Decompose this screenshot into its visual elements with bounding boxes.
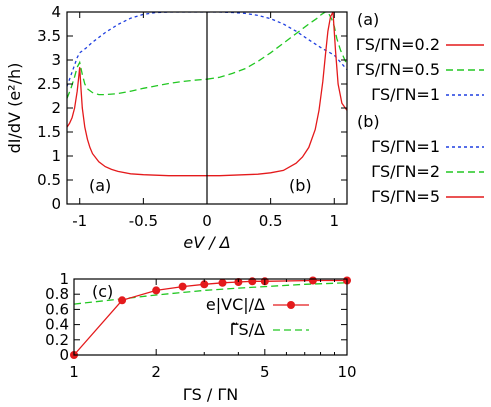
y-tick-label-c: 0: [59, 346, 69, 364]
vc-point: [178, 282, 187, 291]
x-tick-label: 1: [329, 212, 339, 230]
y-tick-label-c: 0.8: [45, 285, 69, 303]
y-tick-label: 2: [51, 99, 61, 117]
series-line-0: [67, 67, 207, 177]
panel-label-b: (b): [289, 176, 312, 195]
panel-label-a: (a): [89, 176, 111, 195]
y-tick-label: 0.5: [37, 171, 61, 189]
x-tick-label-c: 2: [151, 363, 161, 381]
y-tick-label: 2.5: [37, 75, 61, 93]
y-tick-label-c: 1: [59, 270, 69, 288]
y-tick-label: 1.5: [37, 123, 61, 141]
x-tick-label: -0.5: [129, 212, 158, 230]
y-tick-label: 3: [51, 51, 61, 69]
legend-group-label: (a): [357, 10, 379, 29]
plot-frame-c: [73, 278, 348, 356]
x-tick-label-c: 5: [260, 363, 270, 381]
legend-entry-label: ΓS/ΓN=0.5: [356, 60, 440, 79]
series-line-2: [67, 12, 207, 87]
x-axis-label-c: ΓS / ΓN: [183, 385, 239, 404]
x-tick-label: 0.5: [259, 212, 283, 230]
vc-point: [200, 280, 209, 289]
top-legend: (a) ΓS/ΓN=0.2 ΓS/ΓN=0.5 ΓS/ΓN=1 (b) ΓS/ΓN=1 ΓS…: [356, 10, 484, 206]
x-tick-label: -1: [72, 212, 87, 230]
y-tick-label: 1: [51, 147, 61, 165]
series-line-3: [207, 12, 347, 71]
legend-group-label: (b): [357, 112, 380, 131]
legend-label-gamma: Γ̃S/Δ: [230, 320, 265, 339]
y-tick-label-c: 0.2: [45, 331, 69, 349]
legend-entry-label: ΓS/ΓN=0.2: [356, 35, 440, 54]
vc-point: [308, 276, 317, 285]
vc-point: [118, 296, 127, 305]
dIdV-plot: 0 0.5 1 1.5 2 2.5 3 3.5 4 -1 -0.5 0 0.5 1 (a) (b) eV / Δ…: [5, 3, 348, 252]
panel-label-c: (c): [92, 282, 113, 301]
series-line-1: [67, 60, 208, 99]
legend-swatch-vc-point: [287, 301, 295, 309]
x-tick-label: 0: [202, 212, 212, 230]
vc-point: [152, 286, 161, 295]
legend-entry-label: ΓS/ΓN=1: [371, 85, 440, 104]
vc-point: [218, 278, 227, 287]
legend-entry-label: ΓS/ΓN=2: [371, 162, 440, 181]
series-line-5: [207, 12, 347, 177]
legend-entry-label: ΓS/ΓN=1: [371, 137, 440, 156]
y-tick-label: 3.5: [37, 27, 61, 45]
y-tick-label-c: 0.6: [45, 300, 69, 318]
y-axis-label: dI/dV (e²/h): [5, 63, 24, 154]
gamma-s-curve: [73, 282, 348, 305]
vc-curve: [73, 279, 347, 356]
x-tick-label-c: 1: [69, 363, 79, 381]
y-tick-label: 0: [51, 195, 61, 213]
x-axis-label: eV / Δ: [183, 233, 230, 252]
x-tick-label-c: 10: [337, 363, 356, 381]
y-tick-label: 4: [51, 3, 61, 21]
legend-entry-label: ΓS/ΓN=5: [371, 187, 440, 206]
legend-label-vc: e|VC|/Δ: [206, 295, 265, 314]
y-tick-label-c: 0.4: [45, 316, 69, 334]
